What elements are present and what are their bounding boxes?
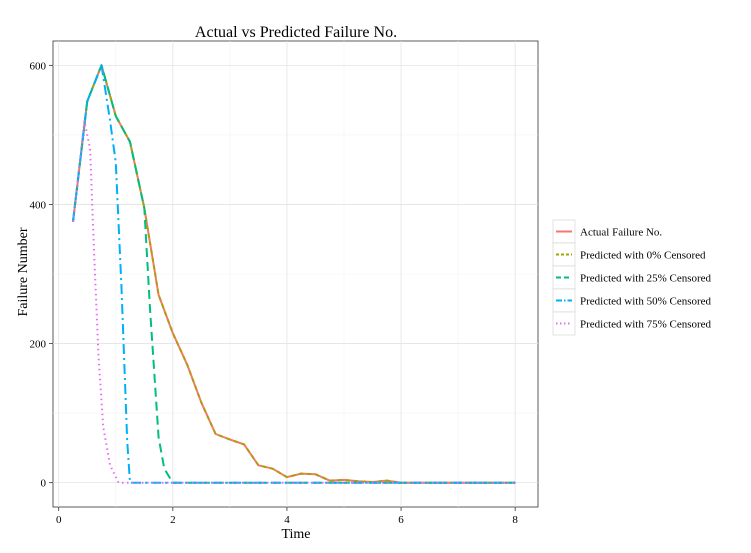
series-lines: [72, 64, 516, 484]
series-line: [72, 64, 516, 484]
x-tick-label: 4: [284, 514, 290, 526]
series-line: [72, 120, 516, 484]
x-axis-title: Time: [281, 527, 310, 542]
x-tick-label: 6: [398, 514, 404, 526]
chart-title: Actual vs Predicted Failure No.: [195, 24, 397, 41]
y-tick-label: 400: [30, 199, 47, 211]
legend-label: Predicted with 50% Censored: [580, 296, 712, 308]
legend-label: Predicted with 25% Censored: [580, 273, 712, 285]
y-tick-label: 600: [30, 60, 47, 72]
legend-label: Predicted with 0% Censored: [580, 250, 706, 262]
y-axis-title: Failure Number: [16, 227, 31, 316]
x-tick-label: 2: [170, 514, 176, 526]
y-tick-label: 0: [41, 478, 47, 490]
legend-label: Actual Failure No.: [580, 227, 662, 239]
legend-label: Predicted with 75% Censored: [580, 319, 712, 331]
legend: Actual Failure No. Predicted with 0% Cens…: [552, 219, 712, 336]
y-tick-label: 200: [30, 339, 47, 351]
axes: 0 2 4 6 8 0 200 400 600: [30, 60, 519, 526]
x-tick-label: 0: [56, 514, 62, 526]
x-tick-label: 8: [512, 514, 518, 526]
series-line: [72, 64, 516, 484]
